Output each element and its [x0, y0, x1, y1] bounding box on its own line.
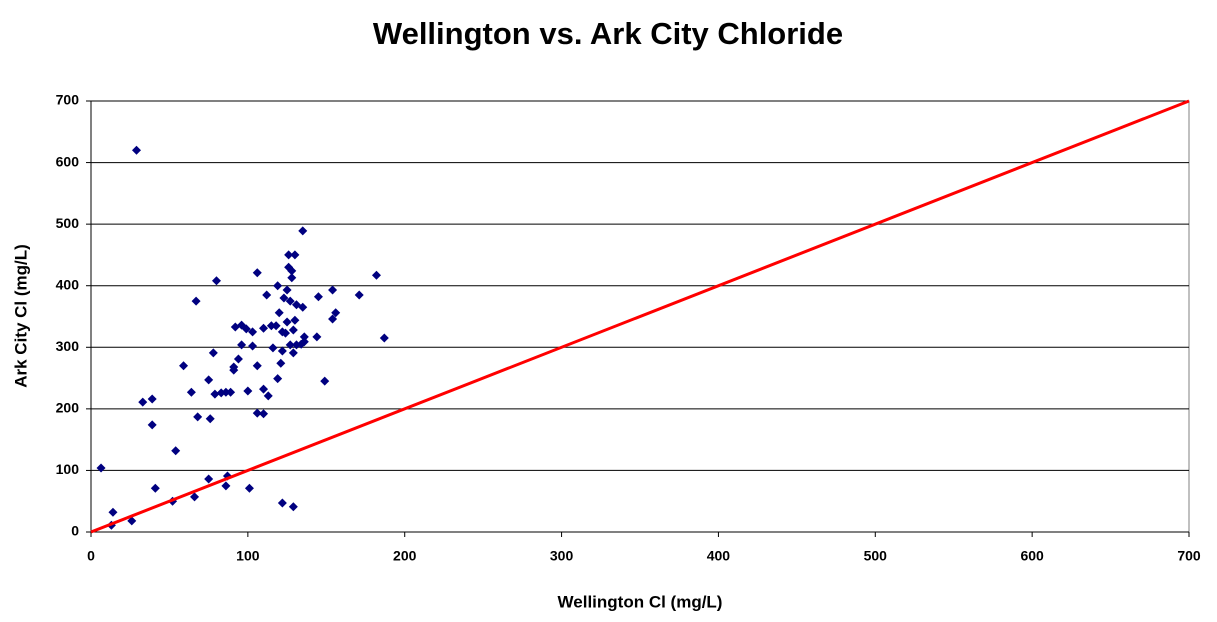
data-point — [221, 387, 231, 397]
data-point — [312, 332, 322, 342]
y-tick-label: 400 — [56, 276, 80, 292]
data-point — [299, 332, 309, 342]
data-point — [285, 296, 295, 306]
data-point — [147, 420, 157, 430]
data-point — [244, 483, 254, 493]
data-point — [287, 273, 297, 283]
data-point — [208, 348, 218, 358]
y-tick-label: 600 — [56, 153, 80, 169]
data-point — [226, 387, 236, 397]
data-point — [277, 346, 287, 356]
x-tick-label: 300 — [550, 548, 574, 564]
data-point — [210, 389, 220, 399]
data-point — [287, 266, 297, 276]
data-point — [299, 337, 309, 347]
data-point — [237, 340, 247, 350]
data-point — [233, 354, 243, 364]
data-point — [150, 483, 160, 493]
data-point — [354, 290, 364, 300]
data-point — [282, 317, 292, 327]
reference-line — [90, 99, 1190, 534]
y-tick-label: 100 — [56, 461, 80, 477]
data-point — [193, 412, 203, 422]
data-point — [108, 507, 118, 517]
data-point — [273, 374, 283, 384]
data-point — [171, 446, 181, 456]
data-point — [252, 268, 262, 278]
data-point — [190, 492, 200, 502]
data-point — [276, 358, 286, 368]
y-axis-label: Ark City Cl (mg/L) — [11, 244, 30, 388]
chart-title: Wellington vs. Ark City Chloride — [373, 16, 843, 51]
data-point — [147, 394, 157, 404]
data-point — [263, 391, 273, 401]
data-point — [248, 327, 258, 337]
y-tick-label: 700 — [56, 92, 80, 108]
data-point — [273, 281, 283, 291]
data-point — [248, 341, 258, 351]
data-point — [204, 474, 214, 484]
data-point — [138, 397, 148, 407]
data-point — [320, 376, 330, 386]
data-point — [281, 328, 291, 338]
data-point — [290, 315, 300, 325]
data-point — [259, 323, 269, 333]
y-tick-label: 500 — [56, 215, 80, 231]
data-point — [313, 292, 323, 302]
data-point — [127, 516, 137, 526]
x-tick-label: 600 — [1020, 548, 1044, 564]
data-point — [179, 361, 189, 371]
data-point — [266, 321, 276, 331]
data-point — [284, 250, 294, 260]
data-point — [379, 333, 389, 343]
data-point — [288, 502, 298, 512]
data-point — [229, 362, 239, 372]
data-point — [285, 340, 295, 350]
x-tick-label: 500 — [864, 548, 888, 564]
data-point — [191, 296, 201, 306]
data-point — [291, 300, 301, 310]
x-tick-label: 400 — [707, 548, 731, 564]
data-point — [205, 414, 215, 424]
data-point — [288, 325, 298, 335]
data-point — [262, 290, 272, 300]
data-point — [252, 408, 262, 418]
data-point — [274, 308, 284, 318]
data-point — [298, 226, 308, 236]
data-point — [221, 481, 231, 491]
data-point — [268, 343, 278, 353]
data-point — [331, 308, 341, 318]
x-tick-label: 700 — [1177, 548, 1201, 564]
data-point — [271, 321, 281, 331]
x-tick-label: 100 — [236, 548, 260, 564]
data-point — [282, 285, 292, 295]
data-point — [259, 409, 269, 419]
data-point — [277, 498, 287, 508]
y-tick-label: 0 — [71, 523, 79, 539]
data-point — [204, 375, 214, 385]
x-tick-label: 0 — [87, 548, 95, 564]
x-axis-label: Wellington Cl (mg/L) — [558, 592, 723, 611]
data-point — [259, 384, 269, 394]
data-point — [328, 285, 338, 295]
data-point — [252, 361, 262, 371]
x-tick-label: 200 — [393, 548, 417, 564]
data-point — [371, 270, 381, 280]
y-tick-label: 300 — [56, 338, 80, 354]
data-point — [290, 250, 300, 260]
data-point — [279, 293, 289, 303]
data-point — [288, 348, 298, 358]
data-point — [131, 145, 141, 155]
data-point — [186, 387, 196, 397]
data-point — [96, 463, 106, 473]
data-point — [328, 314, 338, 324]
data-point — [241, 324, 251, 334]
data-point — [243, 386, 253, 396]
data-point — [211, 276, 221, 286]
y-tick-label: 200 — [56, 400, 80, 416]
